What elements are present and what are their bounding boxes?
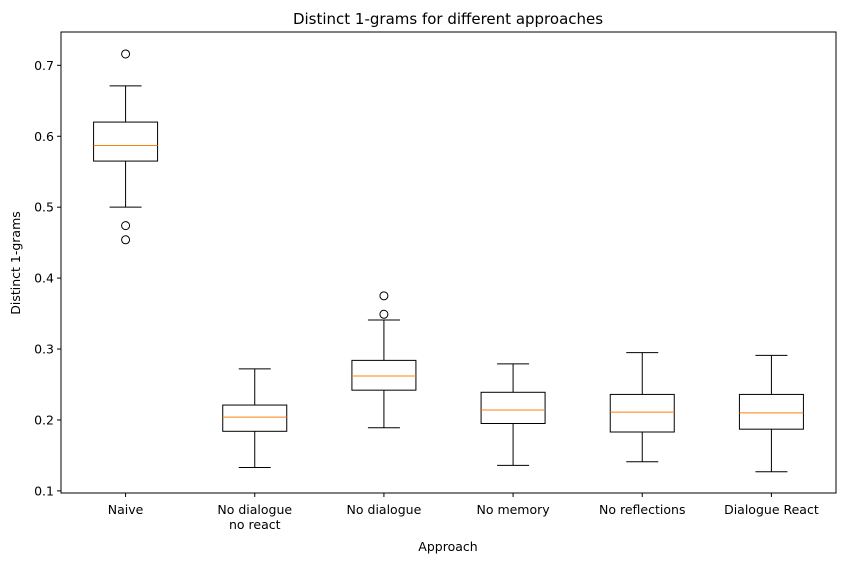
x-tick-label: No reflections xyxy=(599,502,685,517)
box xyxy=(480,391,546,424)
outlier-point xyxy=(121,221,131,231)
box xyxy=(351,359,417,391)
x-tick-label: No dialogue xyxy=(347,502,422,517)
x-tick-label: no react xyxy=(229,517,281,532)
x-tick-label: Dialogue React xyxy=(724,502,819,517)
outlier-point xyxy=(379,309,389,319)
box xyxy=(222,404,288,432)
box xyxy=(738,393,804,430)
axes-frame xyxy=(60,31,837,494)
y-tick-label: 0.6 xyxy=(34,129,54,144)
outlier-point xyxy=(379,291,389,301)
y-tick-label: 0.3 xyxy=(34,342,54,357)
x-tick-label: No dialogue xyxy=(217,502,292,517)
box xyxy=(609,393,675,433)
y-tick-label: 0.5 xyxy=(34,200,54,215)
y-tick-label: 0.2 xyxy=(34,412,54,427)
outlier-point xyxy=(121,49,131,59)
x-tick-label: No memory xyxy=(476,502,550,517)
y-tick-label: 0.1 xyxy=(34,483,54,498)
y-tick-label: 0.4 xyxy=(34,271,54,286)
x-axis-label: Approach xyxy=(418,539,477,554)
chart-title: Distinct 1-grams for different approache… xyxy=(293,10,603,28)
x-tick-label: Naive xyxy=(108,502,144,517)
outlier-point xyxy=(121,235,131,245)
box xyxy=(93,121,159,162)
y-tick-label: 0.7 xyxy=(34,58,54,73)
y-axis-label: Distinct 1-grams xyxy=(8,211,23,315)
